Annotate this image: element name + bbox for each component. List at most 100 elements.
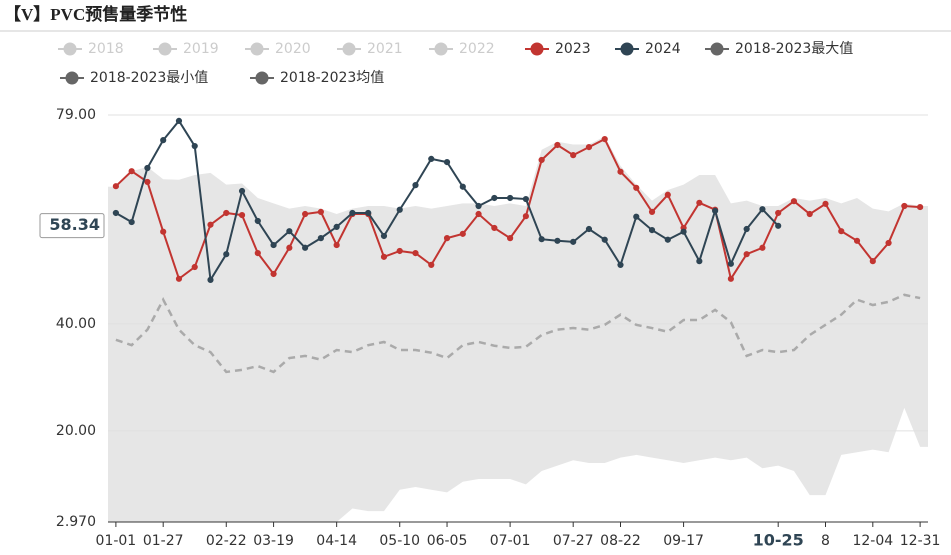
data-point bbox=[380, 253, 388, 260]
data-point bbox=[538, 236, 545, 243]
x-tick-label: 03-19 bbox=[253, 533, 294, 549]
data-point bbox=[554, 237, 561, 244]
x-tick-label: 12-31 bbox=[900, 533, 941, 549]
data-point bbox=[238, 187, 246, 195]
data-point bbox=[333, 241, 340, 249]
data-point bbox=[254, 217, 261, 225]
data-point bbox=[302, 244, 309, 251]
data-point bbox=[175, 117, 183, 124]
data-point bbox=[522, 213, 529, 220]
data-point bbox=[491, 224, 498, 232]
legend-marker bbox=[710, 42, 724, 56]
data-point bbox=[759, 244, 766, 251]
legend-marker bbox=[250, 42, 264, 56]
data-point bbox=[302, 210, 309, 218]
range-area bbox=[108, 136, 928, 522]
data-point bbox=[333, 223, 340, 230]
data-point bbox=[349, 209, 356, 217]
legend-marker bbox=[158, 42, 172, 56]
legend-label: 2022 bbox=[459, 41, 495, 57]
range-area bbox=[108, 407, 928, 522]
legend-marker bbox=[530, 42, 544, 56]
x-tick-label: 06-05 bbox=[427, 533, 468, 549]
data-point bbox=[286, 228, 293, 235]
data-point bbox=[633, 213, 640, 220]
series-line bbox=[115, 137, 921, 282]
data-point bbox=[727, 260, 734, 267]
data-point bbox=[696, 258, 703, 265]
x-tick-label: 05-10 bbox=[379, 533, 420, 549]
chart-title: 【V】PVC预售量季节性 bbox=[4, 4, 187, 24]
data-point bbox=[365, 209, 372, 217]
legend-marker bbox=[434, 42, 448, 56]
data-point bbox=[696, 199, 703, 206]
data-point bbox=[491, 194, 498, 202]
y-tick-label: 2.970 bbox=[56, 514, 96, 530]
data-point bbox=[412, 250, 419, 257]
y-pointer-box bbox=[39, 213, 105, 239]
data-point bbox=[286, 244, 293, 251]
data-point bbox=[838, 228, 845, 235]
data-point bbox=[459, 230, 466, 237]
legend-label: 2021 bbox=[367, 41, 403, 57]
data-point bbox=[475, 202, 482, 210]
data-point bbox=[144, 178, 151, 186]
data-point bbox=[191, 263, 198, 271]
data-point bbox=[869, 258, 876, 265]
data-point bbox=[853, 237, 861, 244]
data-point bbox=[223, 209, 230, 217]
data-point bbox=[175, 275, 183, 282]
data-point bbox=[901, 202, 908, 210]
data-point bbox=[238, 212, 246, 219]
y-tick-label: 40.00 bbox=[56, 316, 96, 332]
data-point bbox=[538, 156, 545, 164]
data-point bbox=[128, 168, 135, 175]
data-point bbox=[223, 251, 230, 258]
data-point bbox=[128, 218, 135, 226]
data-point bbox=[585, 225, 593, 233]
series-line bbox=[115, 293, 921, 374]
data-point bbox=[806, 210, 813, 218]
x-tick-label: 08-22 bbox=[600, 533, 641, 549]
legend-label: 2018-2023最大值 bbox=[735, 41, 853, 57]
data-point bbox=[570, 152, 577, 159]
data-point bbox=[664, 236, 671, 243]
data-point bbox=[160, 137, 167, 144]
x-tick-label: 12-04 bbox=[852, 533, 893, 549]
data-point bbox=[144, 164, 151, 172]
data-point bbox=[664, 191, 671, 198]
data-point bbox=[191, 142, 198, 150]
data-point bbox=[585, 144, 593, 151]
data-point bbox=[396, 206, 403, 213]
data-point bbox=[459, 183, 466, 190]
legend-label: 2018 bbox=[88, 41, 124, 57]
legend-marker bbox=[620, 42, 634, 56]
data-point bbox=[112, 183, 119, 190]
y-pointer-label: 58.34 bbox=[49, 215, 100, 234]
x-tick-label: 04-14 bbox=[316, 533, 357, 549]
legend-label: 2018-2023均值 bbox=[280, 70, 384, 86]
legend-label: 2023 bbox=[555, 41, 591, 57]
data-point bbox=[428, 261, 435, 268]
legend-label: 2020 bbox=[275, 41, 311, 57]
x-tick-label: 01-27 bbox=[143, 533, 184, 549]
data-point bbox=[317, 235, 324, 242]
x-tick-label: 02-22 bbox=[206, 533, 247, 549]
data-point bbox=[412, 182, 419, 189]
data-point bbox=[648, 226, 656, 234]
data-point bbox=[317, 208, 324, 215]
data-point bbox=[885, 239, 892, 247]
data-point bbox=[428, 155, 435, 162]
x-pointer-label: 10-25 bbox=[753, 531, 804, 550]
x-tick-label: 09-17 bbox=[663, 533, 704, 549]
data-point bbox=[601, 236, 608, 243]
x-tick-label: 8 bbox=[821, 533, 830, 549]
data-point bbox=[443, 159, 451, 166]
legend-label: 2024 bbox=[645, 41, 681, 57]
data-point bbox=[112, 209, 119, 217]
data-point bbox=[254, 250, 261, 257]
data-point bbox=[160, 228, 167, 235]
data-point bbox=[507, 194, 514, 202]
legend-marker bbox=[65, 71, 79, 85]
